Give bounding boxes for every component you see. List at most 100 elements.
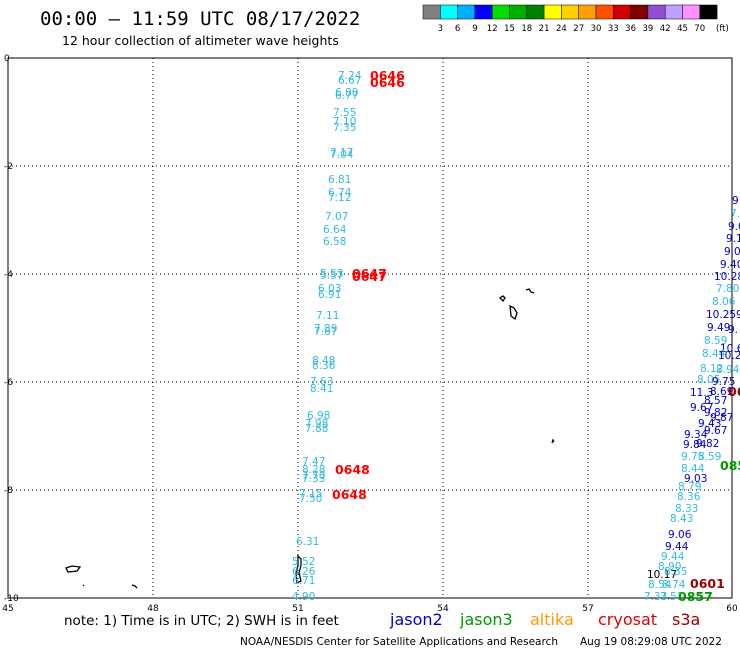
swh-value-label: 7.50 — [299, 493, 322, 505]
scale-unit: (ft) — [716, 24, 729, 34]
swh-value-label: 8.44 — [681, 463, 705, 475]
swh-value-label: 6.03 — [318, 283, 341, 295]
swh-value-label: 6.71 — [292, 575, 315, 587]
swh-value-label: 9.40 — [720, 259, 740, 271]
x-tick-label: 45 — [2, 604, 13, 614]
island-outline — [82, 584, 85, 587]
swh-value-label: 8.35 — [664, 566, 687, 578]
swh-value-label: 7.24 — [338, 70, 362, 82]
swh-value-label: 7.07 — [325, 211, 348, 223]
track-right-times: 0601085906010857 — [678, 384, 740, 604]
x-tick-label: 54 — [437, 604, 449, 614]
time-label: 0647 — [352, 269, 387, 284]
swh-value-label: 6.98 — [307, 410, 330, 422]
time-label: 0648 — [332, 487, 367, 502]
swh-value-label: 8.69 — [710, 386, 733, 398]
scale-swatch — [543, 4, 562, 20]
scale-swatch — [509, 4, 528, 20]
x-tick-label: 57 — [582, 604, 593, 614]
scale-label: 9 — [472, 24, 477, 34]
swh-value-label: 9.75 — [681, 451, 704, 463]
satellite-legend: jason2 jason3 altika cryosat s3a — [389, 610, 700, 629]
scale-label: 33 — [608, 24, 619, 34]
swh-value-label: 10.17 — [647, 569, 677, 581]
swh-value-label: 7.67 — [314, 326, 337, 338]
scale-label: 24 — [556, 24, 567, 34]
island-outline — [551, 438, 555, 444]
scale-swatch — [561, 4, 579, 20]
scale-swatch — [699, 4, 718, 20]
swh-value-label: 8.48 — [312, 355, 335, 367]
page-subtitle: 12 hour collection of altimeter wave hei… — [62, 33, 339, 48]
swh-value-label: 8.74 — [662, 579, 686, 591]
scale-label: 27 — [573, 24, 584, 34]
scale-swatch — [630, 4, 649, 20]
swh-value-label: 8.36 — [312, 360, 336, 372]
scale-label: 12 — [487, 24, 498, 34]
swh-value-label: 9. — [728, 324, 738, 336]
scale-label: 30 — [591, 24, 602, 34]
swh-value-label: 7.33 — [302, 473, 325, 485]
scale-label: 39 — [642, 24, 653, 34]
y-tick-label: -4 — [4, 270, 13, 280]
time-label: 0646 — [370, 75, 405, 90]
swh-value-label: 7.88 — [305, 423, 328, 435]
swh-value-label: 7.11 — [316, 310, 339, 322]
swh-value-label: 6.26 — [292, 566, 316, 578]
swh-value-label: 9.82 — [704, 407, 727, 419]
island-outline — [131, 584, 138, 589]
scale-label: 21 — [539, 24, 550, 34]
swh-value-label: 8.41 — [310, 383, 333, 395]
swh-value-label: 8.06 — [712, 296, 736, 308]
scale-swatch — [613, 4, 631, 20]
scale-swatch — [647, 4, 666, 20]
scale-swatch — [595, 4, 614, 20]
swh-value-label: 10.6 — [720, 343, 740, 355]
swh-value-label: 7.15 — [299, 488, 322, 500]
swh-value-label: 7.89 — [314, 323, 337, 335]
swh-value-label: 8.05 — [697, 374, 720, 386]
swh-value-label: 9.06 — [668, 529, 692, 541]
swh-value-label: 9.67 — [690, 402, 713, 414]
swh-value-label: 9 — [732, 195, 739, 207]
swh-value-label: 6.74 — [328, 187, 352, 199]
swh-value-label: 8.12 — [700, 363, 723, 375]
swh-value-label: 9.1 — [726, 233, 740, 245]
swh-value-label: 8.79 — [678, 481, 701, 493]
swh-value-label: 8.54 — [648, 579, 672, 591]
swh-value-label: 5.53 — [320, 268, 343, 280]
x-tick-label: 48 — [147, 604, 159, 614]
swh-value-label: 9.44 — [665, 541, 689, 553]
swh-value-label: 8.44 — [702, 348, 726, 360]
scale-label: 15 — [504, 24, 515, 34]
swh-value-label: 9.82 — [696, 438, 719, 450]
satellite-legend-jason3: jason3 — [459, 610, 513, 629]
y-tick-label: -2 — [4, 162, 13, 172]
scale-label: 36 — [625, 24, 636, 34]
swh-value-label: 7.47 — [302, 456, 325, 468]
page-title: 00:00 – 11:59 UTC 08/17/2022 — [40, 8, 360, 30]
swh-value-label: 5.57 — [320, 270, 343, 282]
swh-value-label: 9.67 — [704, 425, 727, 437]
swh-value-label: 7.10 — [333, 116, 356, 128]
swh-value-label: 6.80 — [335, 87, 358, 99]
time-label: 0859 — [720, 458, 740, 473]
swh-value-label: 9.0 — [728, 221, 740, 233]
y-tick-label: -6 — [4, 378, 13, 388]
time-label: 0648 — [335, 462, 370, 477]
swh-value-label: 11.3 — [690, 387, 713, 399]
time-label: 0857 — [678, 589, 713, 604]
swh-value-label: 10.28 — [714, 271, 740, 283]
scale-swatch — [682, 4, 701, 20]
swh-value-label: 9.0 — [724, 246, 740, 258]
land-outlines — [65, 288, 555, 589]
swh-value-label: 10.2 — [718, 350, 740, 362]
swh-value-label: 8.57 — [704, 395, 727, 407]
satellite-legend-s3a: s3a — [672, 610, 700, 629]
scale-label: 3 — [438, 24, 443, 34]
scale-label: 6 — [455, 24, 460, 34]
track-right: 97.9.09.19.09.4010.287.808.0610.2599.499… — [644, 195, 740, 603]
island-outline — [295, 554, 302, 585]
swh-value-label: 7.70 — [302, 470, 325, 482]
